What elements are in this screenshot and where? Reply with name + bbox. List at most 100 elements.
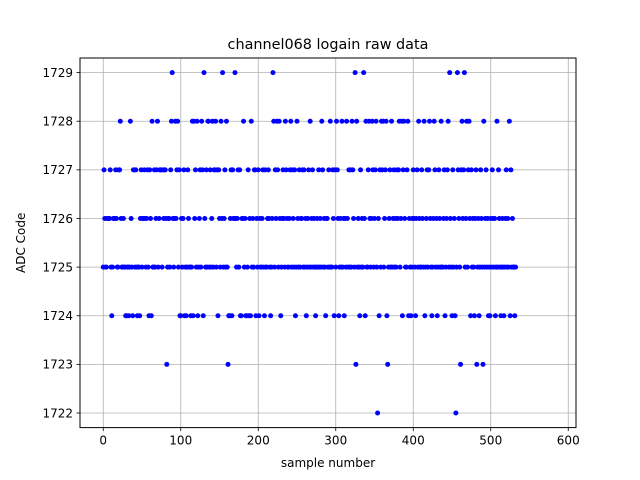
- data-point: [236, 264, 242, 270]
- y-tick-label: 1727: [42, 163, 73, 177]
- x-tick-label: 100: [169, 434, 192, 448]
- data-point: [357, 313, 363, 319]
- data-point: [202, 215, 208, 221]
- data-point: [320, 167, 326, 173]
- data-point: [282, 118, 288, 124]
- chart-title: channel068 logain raw data: [228, 37, 429, 53]
- data-point: [106, 215, 112, 221]
- data-point: [376, 313, 382, 319]
- data-point: [487, 313, 493, 319]
- data-point: [178, 313, 184, 319]
- data-point: [270, 70, 276, 76]
- data-point: [180, 215, 186, 221]
- data-point: [117, 118, 123, 124]
- data-point: [453, 410, 459, 416]
- data-point: [330, 215, 336, 221]
- data-point: [454, 70, 460, 76]
- data-point: [127, 118, 133, 124]
- data-point: [216, 167, 222, 173]
- data-point: [120, 215, 126, 221]
- data-point: [466, 118, 472, 124]
- data-point: [465, 264, 470, 270]
- data-point: [478, 167, 484, 173]
- data-point: [476, 313, 482, 319]
- data-point: [234, 215, 240, 221]
- data-point: [362, 313, 368, 319]
- data-point: [156, 215, 162, 221]
- data-point: [420, 215, 426, 221]
- data-point: [283, 167, 289, 173]
- data-point: [261, 313, 267, 319]
- data-point: [334, 167, 340, 173]
- data-point: [107, 167, 113, 173]
- data-point: [319, 118, 325, 124]
- data-point: [501, 313, 507, 319]
- data-point: [244, 264, 250, 270]
- data-point: [374, 264, 380, 270]
- data-point: [301, 167, 307, 173]
- y-ticks: 1722 1723 1724 1725 1726 1727 1728 1729: [42, 66, 80, 420]
- data-point: [452, 313, 458, 319]
- data-point: [478, 215, 484, 221]
- data-point: [167, 264, 173, 270]
- y-tick-label: 1722: [42, 406, 73, 420]
- data-point: [137, 313, 143, 319]
- data-point: [196, 215, 202, 221]
- data-point: [189, 264, 195, 270]
- data-point: [199, 118, 205, 124]
- data-point: [176, 167, 182, 173]
- data-point: [181, 167, 187, 173]
- data-point: [171, 264, 177, 270]
- data-point: [436, 167, 442, 173]
- data-point: [192, 167, 198, 173]
- data-point: [365, 167, 371, 173]
- data-point: [398, 215, 404, 221]
- data-point: [427, 118, 433, 124]
- data-point: [221, 215, 227, 221]
- data-point: [251, 264, 257, 270]
- data-point: [222, 167, 228, 173]
- data-point: [130, 313, 136, 319]
- data-point: [401, 118, 407, 124]
- data-point: [324, 215, 330, 221]
- data-point: [344, 215, 350, 221]
- data-point: [503, 167, 509, 173]
- data-point: [480, 361, 486, 367]
- data-point: [426, 167, 432, 173]
- data-point: [225, 361, 231, 367]
- data-point: [259, 215, 265, 221]
- data-point: [461, 70, 467, 76]
- data-point: [213, 264, 219, 270]
- data-point: [423, 215, 429, 221]
- data-point: [421, 118, 427, 124]
- data-point: [405, 118, 411, 124]
- data-point: [110, 264, 116, 270]
- data-point: [373, 118, 379, 124]
- data-point: [336, 313, 342, 319]
- data-point: [438, 118, 444, 124]
- data-point: [109, 313, 115, 319]
- data-point: [331, 313, 337, 319]
- data-point: [101, 167, 107, 173]
- data-point: [447, 70, 453, 76]
- data-point: [382, 167, 388, 173]
- data-point: [168, 167, 174, 173]
- data-points: [100, 70, 519, 416]
- data-point: [496, 167, 501, 173]
- data-point: [162, 167, 168, 173]
- data-point: [431, 118, 437, 124]
- y-tick-label: 1725: [42, 260, 73, 274]
- data-point: [506, 118, 512, 124]
- data-point: [396, 167, 402, 173]
- data-point: [458, 361, 464, 367]
- x-tick-label: 200: [247, 434, 270, 448]
- data-point: [351, 215, 357, 221]
- data-point: [237, 167, 243, 173]
- data-point: [333, 264, 339, 270]
- data-point: [447, 215, 453, 221]
- data-point: [489, 167, 495, 173]
- data-point: [414, 167, 420, 173]
- data-point: [383, 118, 389, 124]
- data-point: [323, 313, 329, 319]
